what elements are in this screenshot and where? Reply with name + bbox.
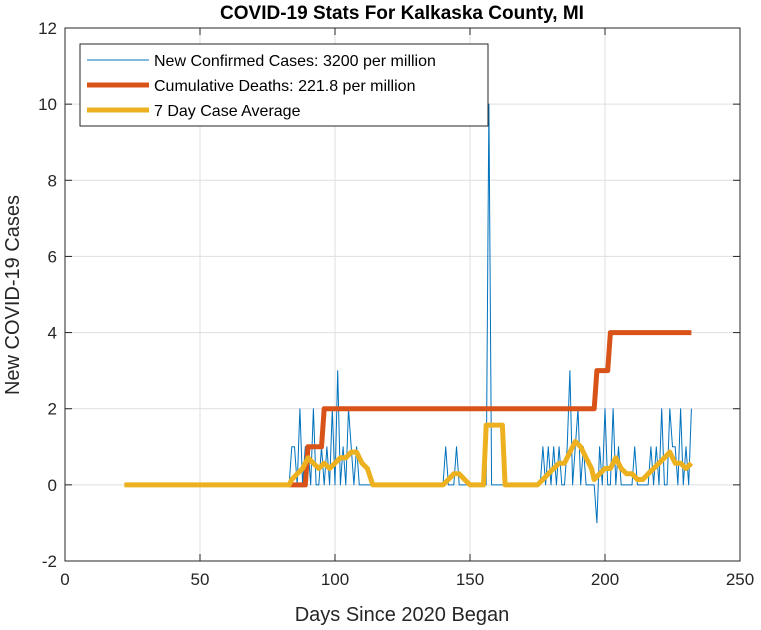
axis-ticks — [64, 27, 741, 562]
y-tick-label: 0 — [48, 476, 57, 495]
series-layer — [124, 103, 694, 524]
y-tick-label: 12 — [38, 19, 57, 38]
plot-frame — [64, 27, 741, 562]
legend: New Confirmed Cases: 3200 per million Cu… — [79, 43, 489, 127]
y-tick-label: 4 — [48, 324, 57, 343]
y-axis-label: New COVID-19 Cases — [2, 195, 24, 395]
series-7-day-average — [124, 422, 694, 488]
legend-label-7-day-average: 7 Day Case Average — [154, 103, 301, 120]
x-axis-label: Days Since 2020 Began — [295, 604, 510, 626]
y-tick-label: 6 — [48, 247, 57, 266]
x-tick-label: 250 — [726, 570, 754, 589]
y-tick-label: 10 — [38, 95, 57, 114]
x-tick-label: 200 — [591, 570, 619, 589]
y-tick-label: -2 — [42, 552, 57, 571]
legend-label-new-cases: New Confirmed Cases: 3200 per million — [154, 53, 436, 70]
legend-label-cumulative-deaths: Cumulative Deaths: 221.8 per million — [154, 78, 415, 95]
y-tick-label: 8 — [48, 171, 57, 190]
y-tick-label: 2 — [48, 400, 57, 419]
x-tick-label: 50 — [191, 570, 210, 589]
chart-title: COVID-19 Stats For Kalkaska County, MI — [220, 3, 584, 24]
x-tick-label: 150 — [456, 570, 484, 589]
x-tick-label: 100 — [321, 570, 349, 589]
x-tick-label: 0 — [60, 570, 69, 589]
